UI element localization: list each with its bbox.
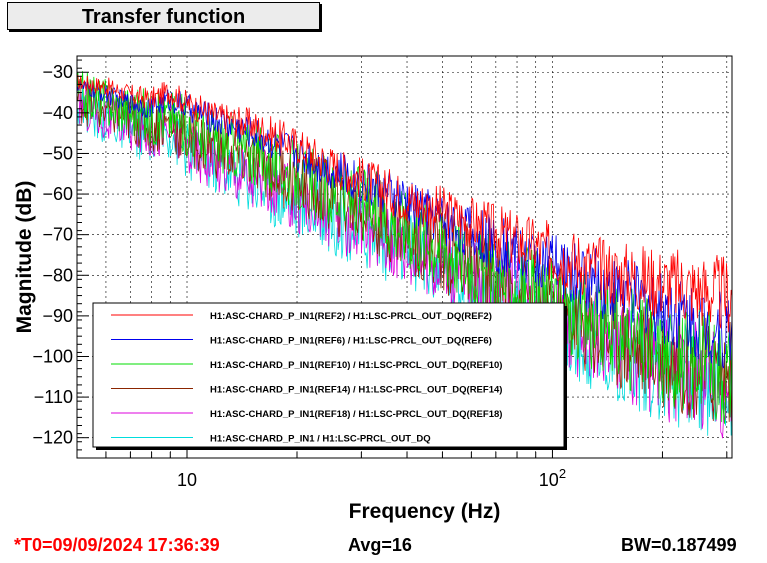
series-line-2 — [76, 71, 733, 424]
y-tick-label: −120 — [32, 428, 73, 448]
legend-label: H1:ASC-CHARD_P_IN1(REF2) / H1:LSC-PRCL_O… — [210, 311, 492, 322]
y-tick-label: −30 — [42, 62, 73, 82]
y-tick-label: −90 — [42, 306, 73, 326]
y-tick-label: −50 — [42, 143, 73, 163]
footer-bandwidth: BW=0.187499 — [621, 535, 737, 555]
legend-label: H1:ASC-CHARD_P_IN1(REF18) / H1:LSC-PRCL_… — [210, 409, 502, 420]
plot-frame — [76, 55, 733, 459]
series-layer — [76, 71, 733, 439]
legend: H1:ASC-CHARD_P_IN1(REF2) / H1:LSC-PRCL_O… — [92, 302, 567, 450]
y-tick-label: −40 — [42, 103, 73, 123]
axes: −30 −40 −50 −60 −70 −80 −90 −100 −110 −120 10 102 Fr… — [13, 59, 728, 523]
legend-box — [92, 302, 565, 448]
x-tick-label: 102 — [539, 466, 566, 490]
chart-title: Transfer function — [81, 6, 246, 28]
legend-label: H1:ASC-CHARD_P_IN1 / H1:LSC-PRCL_OUT_DQ — [210, 434, 431, 445]
y-tick-label: −110 — [34, 387, 73, 407]
y-tick-label: −70 — [42, 225, 73, 245]
legend-label: H1:ASC-CHARD_P_IN1(REF14) / H1:LSC-PRCL_… — [210, 385, 502, 396]
x-tick-label: 10 — [177, 470, 197, 490]
series-line-0 — [76, 74, 733, 333]
y-axis-label: Magnitude (dB) — [13, 181, 36, 334]
y-tick-label: −60 — [42, 184, 73, 204]
y-tick-label: −100 — [32, 346, 73, 366]
footer-averages: Avg=16 — [348, 535, 412, 555]
legend-label: H1:ASC-CHARD_P_IN1(REF10) / H1:LSC-PRCL_… — [210, 360, 502, 371]
legend-label: H1:ASC-CHARD_P_IN1(REF6) / H1:LSC-PRCL_O… — [210, 336, 492, 347]
chart-title-box: Transfer function — [7, 2, 320, 30]
series-line-3 — [76, 79, 733, 431]
series-line-1 — [76, 81, 733, 369]
x-axis-label: Frequency (Hz) — [349, 500, 501, 523]
y-tick-label: −80 — [42, 265, 73, 285]
footer-t0-timestamp: *T0=09/09/2024 17:36:39 — [14, 535, 220, 555]
